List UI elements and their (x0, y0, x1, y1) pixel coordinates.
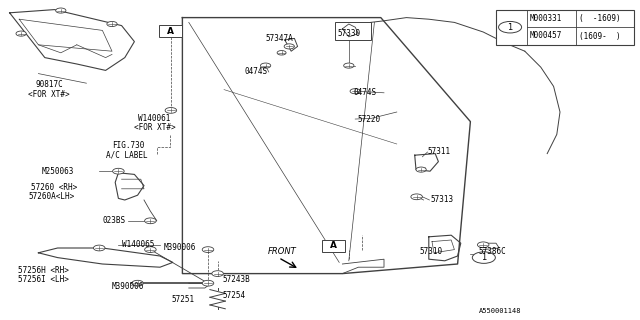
Text: 57260A<LH>: 57260A<LH> (28, 192, 74, 201)
Text: FIG.730: FIG.730 (112, 141, 145, 150)
Text: A550001148: A550001148 (479, 308, 521, 314)
Text: M250063: M250063 (42, 167, 74, 176)
Circle shape (477, 242, 489, 248)
Circle shape (107, 21, 117, 27)
Circle shape (411, 194, 422, 200)
Text: 1: 1 (508, 23, 513, 32)
Circle shape (350, 89, 360, 94)
Bar (496, 10, 634, 45)
Text: 1: 1 (481, 253, 486, 262)
Text: A: A (168, 27, 174, 36)
Text: 90817C: 90817C (35, 80, 63, 89)
FancyBboxPatch shape (159, 25, 182, 37)
Circle shape (132, 280, 143, 286)
Text: 57330: 57330 (337, 29, 360, 38)
Text: M000457: M000457 (529, 31, 562, 41)
Text: A: A (330, 241, 337, 250)
Text: 0474S: 0474S (353, 88, 376, 97)
Circle shape (284, 44, 294, 49)
Circle shape (16, 31, 26, 36)
Circle shape (416, 167, 426, 172)
Text: A/C LABEL: A/C LABEL (106, 151, 147, 160)
Circle shape (56, 8, 66, 13)
Text: M390006: M390006 (112, 282, 145, 291)
Circle shape (202, 280, 214, 286)
Circle shape (260, 63, 271, 68)
Circle shape (145, 247, 156, 252)
Text: 57243B: 57243B (223, 276, 250, 284)
Text: 57260 <RH>: 57260 <RH> (31, 183, 77, 192)
Text: <FOR XT#>: <FOR XT#> (134, 124, 176, 132)
Text: 023BS: 023BS (102, 216, 125, 225)
Text: 57220: 57220 (357, 115, 380, 124)
Polygon shape (38, 248, 173, 267)
Text: M390006: M390006 (163, 244, 196, 252)
Circle shape (113, 168, 124, 174)
Circle shape (145, 218, 156, 224)
Bar (335, 22, 371, 40)
Circle shape (344, 63, 354, 68)
Text: 57313: 57313 (430, 196, 453, 204)
Text: 57254: 57254 (223, 291, 246, 300)
Circle shape (212, 271, 223, 276)
Text: <FOR XT#>: <FOR XT#> (28, 90, 69, 99)
Text: 57386C: 57386C (479, 247, 506, 256)
Text: 57310: 57310 (419, 247, 442, 256)
Text: (1609-  ): (1609- ) (579, 31, 620, 41)
Text: M000331: M000331 (529, 14, 562, 23)
Text: W140065: W140065 (122, 240, 154, 249)
Text: 57347A: 57347A (266, 34, 293, 43)
Circle shape (499, 21, 522, 33)
Circle shape (472, 252, 495, 263)
Text: FRONT: FRONT (268, 247, 296, 256)
Circle shape (93, 245, 105, 251)
Circle shape (202, 247, 214, 252)
Circle shape (277, 51, 286, 55)
Text: W140061: W140061 (138, 114, 170, 123)
Text: 57256I <LH>: 57256I <LH> (18, 276, 68, 284)
Text: 57311: 57311 (428, 148, 451, 156)
Text: (  -1609): ( -1609) (579, 14, 620, 23)
Circle shape (165, 108, 177, 113)
FancyBboxPatch shape (322, 240, 345, 252)
Text: 0474S: 0474S (244, 68, 268, 76)
Text: 57251: 57251 (172, 295, 195, 304)
Text: 57256H <RH>: 57256H <RH> (18, 266, 68, 275)
